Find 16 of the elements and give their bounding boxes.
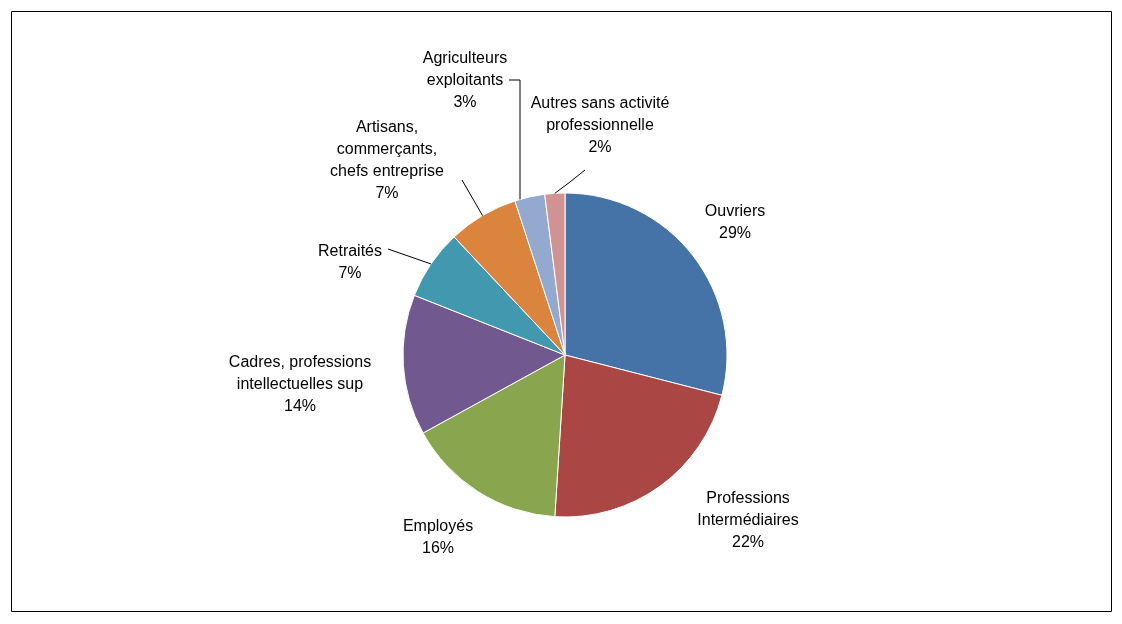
slice-label: Employés <box>402 517 474 534</box>
slice-label: Cadres, professions intellectuelles sup <box>228 353 372 392</box>
data-label: 29% <box>718 224 752 241</box>
slice-label: Retraités <box>317 242 383 259</box>
data-label: 22% <box>731 533 765 550</box>
slice-label: Autres sans activité professionnelle <box>530 94 670 133</box>
data-label: 16% <box>421 539 455 556</box>
data-label: 2% <box>588 138 612 155</box>
slice-label: Professions Intermédiaires <box>697 489 799 528</box>
data-label: 7% <box>338 264 362 281</box>
data-label: 7% <box>375 184 399 201</box>
slice-label: Artisans, commerçants, chefs entreprise <box>330 118 445 179</box>
slice-label: Agriculteurs exploitants <box>422 49 508 88</box>
slice-label: Ouvriers <box>704 202 766 219</box>
data-label: 3% <box>453 93 477 110</box>
data-label: 14% <box>283 397 317 414</box>
